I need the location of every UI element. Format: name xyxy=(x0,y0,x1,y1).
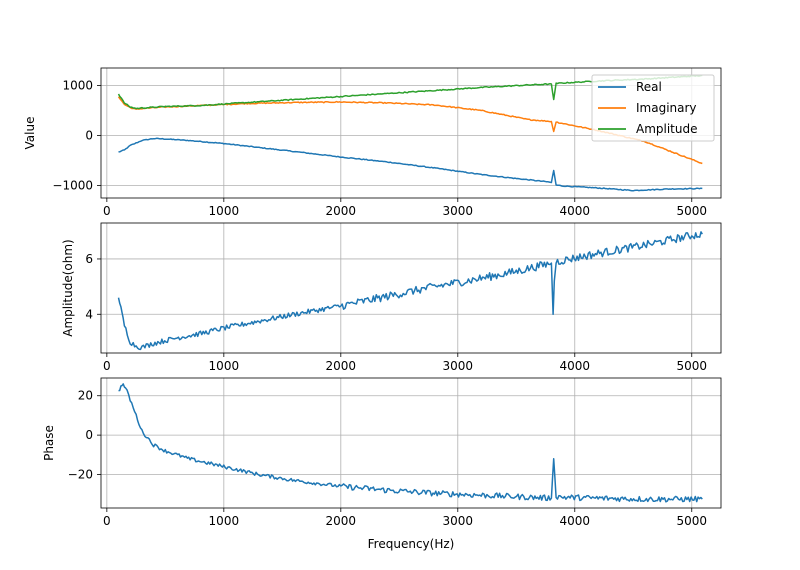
x-tick-label: 2000 xyxy=(326,204,357,218)
x-tick-label: 0 xyxy=(103,514,111,528)
panel-phase-frame xyxy=(100,377,722,509)
series-line-phase xyxy=(118,383,703,503)
panel-amplitude-grid xyxy=(101,223,721,353)
panel-phase-yticks: −20 0 20 xyxy=(68,389,101,482)
panel-value-xticks: 0 1000 2000 3000 4000 5000 xyxy=(103,198,707,218)
legend-box xyxy=(591,74,715,142)
y-tick-label: 20 xyxy=(78,389,93,403)
x-tick-label: 5000 xyxy=(676,514,707,528)
x-tick-label: 4000 xyxy=(560,359,591,373)
legend: Real Imaginary Amplitude xyxy=(591,74,715,142)
x-tick-label: 1000 xyxy=(209,514,240,528)
panel-phase-ylabel: Phase xyxy=(42,425,56,461)
legend-label-real: Real xyxy=(636,80,662,94)
y-tick-label: 0 xyxy=(85,129,93,143)
legend-label-imaginary: Imaginary xyxy=(636,101,697,115)
y-tick-label: 6 xyxy=(85,252,93,266)
panel-value-yticks: −1000 0 1000 xyxy=(52,79,101,193)
series-line-real xyxy=(118,137,703,192)
y-tick-label: −20 xyxy=(68,468,93,482)
panel-phase-xlabel: Frequency(Hz) xyxy=(368,537,455,551)
y-tick-label: −1000 xyxy=(52,179,93,193)
series-line-amplitude xyxy=(117,231,703,351)
y-tick-label: 1000 xyxy=(62,79,93,93)
x-tick-label: 2000 xyxy=(326,514,357,528)
panel-phase-series xyxy=(118,383,703,503)
panel-amplitude-yticks: 46 xyxy=(85,252,101,321)
panel-amplitude: 0 1000 2000 3000 4000 5000 46 Amplitude(ohm) xyxy=(61,222,722,373)
x-tick-label: 1000 xyxy=(209,359,240,373)
x-tick-label: 3000 xyxy=(443,514,474,528)
panel-amplitude-frame xyxy=(100,222,722,354)
panel-value-frame xyxy=(100,67,722,199)
legend-label-amplitude: Amplitude xyxy=(636,122,698,136)
x-tick-label: 0 xyxy=(103,359,111,373)
x-tick-label: 5000 xyxy=(676,204,707,218)
panel-phase-xticks: 0 1000 2000 3000 4000 5000 xyxy=(103,508,707,528)
x-tick-label: 3000 xyxy=(443,359,474,373)
x-tick-label: 2000 xyxy=(326,359,357,373)
panel-amplitude-series xyxy=(117,231,703,351)
x-tick-label: 4000 xyxy=(560,514,591,528)
panel-amplitude-xticks: 0 1000 2000 3000 4000 5000 xyxy=(103,353,707,373)
panel-amplitude-ylabel: Amplitude(ohm) xyxy=(61,239,75,337)
x-tick-label: 3000 xyxy=(443,204,474,218)
x-tick-label: 4000 xyxy=(560,204,591,218)
panel-value: 0 1000 2000 3000 4000 5000 −1000 0 1000 Value R… xyxy=(23,67,722,218)
x-tick-label: 1000 xyxy=(209,204,240,218)
panel-phase-grid xyxy=(101,378,721,508)
y-tick-label: 4 xyxy=(85,307,93,321)
x-tick-label: 0 xyxy=(103,204,111,218)
x-tick-label: 5000 xyxy=(676,359,707,373)
y-tick-label: 0 xyxy=(85,428,93,442)
panel-value-ylabel: Value xyxy=(23,117,37,150)
panel-phase: 0 1000 2000 3000 4000 5000 −20 0 20 Phase Frequ… xyxy=(42,377,722,551)
